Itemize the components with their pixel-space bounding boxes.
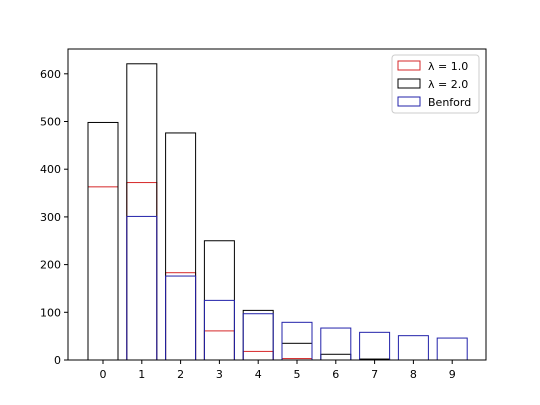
x-tick-label: 5 <box>294 368 301 381</box>
x-tick-label: 9 <box>449 368 456 381</box>
bar-s1-2 <box>165 132 197 361</box>
legend-swatch <box>397 96 421 107</box>
legend-label: λ = 1.0 <box>428 60 468 73</box>
bar-s1-5 <box>281 342 313 361</box>
y-tick-label: 100 <box>40 306 61 319</box>
bar-s2-3 <box>203 299 235 361</box>
bar-s2-8 <box>397 335 429 361</box>
y-tick-label: 0 <box>54 354 61 367</box>
bar-s1-0 <box>87 121 119 361</box>
bar-s0-2 <box>165 272 197 361</box>
x-tick-label: 3 <box>216 368 223 381</box>
legend-label: λ = 2.0 <box>428 78 468 91</box>
x-axis: 0 1 2 3 4 5 6 7 8 9 <box>100 360 456 381</box>
bar-s1-4 <box>242 309 274 361</box>
y-tick-label: 600 <box>40 68 61 81</box>
x-tick-label: 7 <box>371 368 378 381</box>
x-tick-label: 6 <box>332 368 339 381</box>
bar-s2-4 <box>242 313 274 361</box>
y-tick-label: 400 <box>40 163 61 176</box>
x-tick-label: 1 <box>138 368 145 381</box>
legend: λ = 1.0 λ = 2.0 Benford <box>391 54 480 114</box>
y-axis: 0 100 200 300 400 500 600 <box>40 68 68 367</box>
bar-s0-1 <box>126 182 158 361</box>
bar-s2-7 <box>359 331 391 361</box>
x-tick-label: 0 <box>100 368 107 381</box>
bar-s0-4 <box>242 350 274 361</box>
plot-frame <box>67 48 487 361</box>
bar-s2-1 <box>126 215 158 361</box>
legend-swatch <box>397 78 421 89</box>
bar-s1-6 <box>320 353 352 361</box>
y-tick-label: 300 <box>40 211 61 224</box>
y-tick-label: 500 <box>40 116 61 129</box>
legend-swatch <box>397 60 421 71</box>
bar-s0-0 <box>87 186 119 361</box>
x-tick-label: 4 <box>255 368 262 381</box>
x-tick-label: 2 <box>177 368 184 381</box>
bar-s2-5 <box>281 321 313 361</box>
bar-s2-6 <box>320 327 352 361</box>
x-tick-label: 8 <box>410 368 417 381</box>
y-tick-label: 200 <box>40 259 61 272</box>
legend-label: Benford <box>428 96 471 109</box>
bar-s2-9 <box>436 337 468 361</box>
bar-s0-3 <box>203 330 235 361</box>
bar-s1-1 <box>126 63 158 361</box>
bar-s2-2 <box>165 275 197 361</box>
